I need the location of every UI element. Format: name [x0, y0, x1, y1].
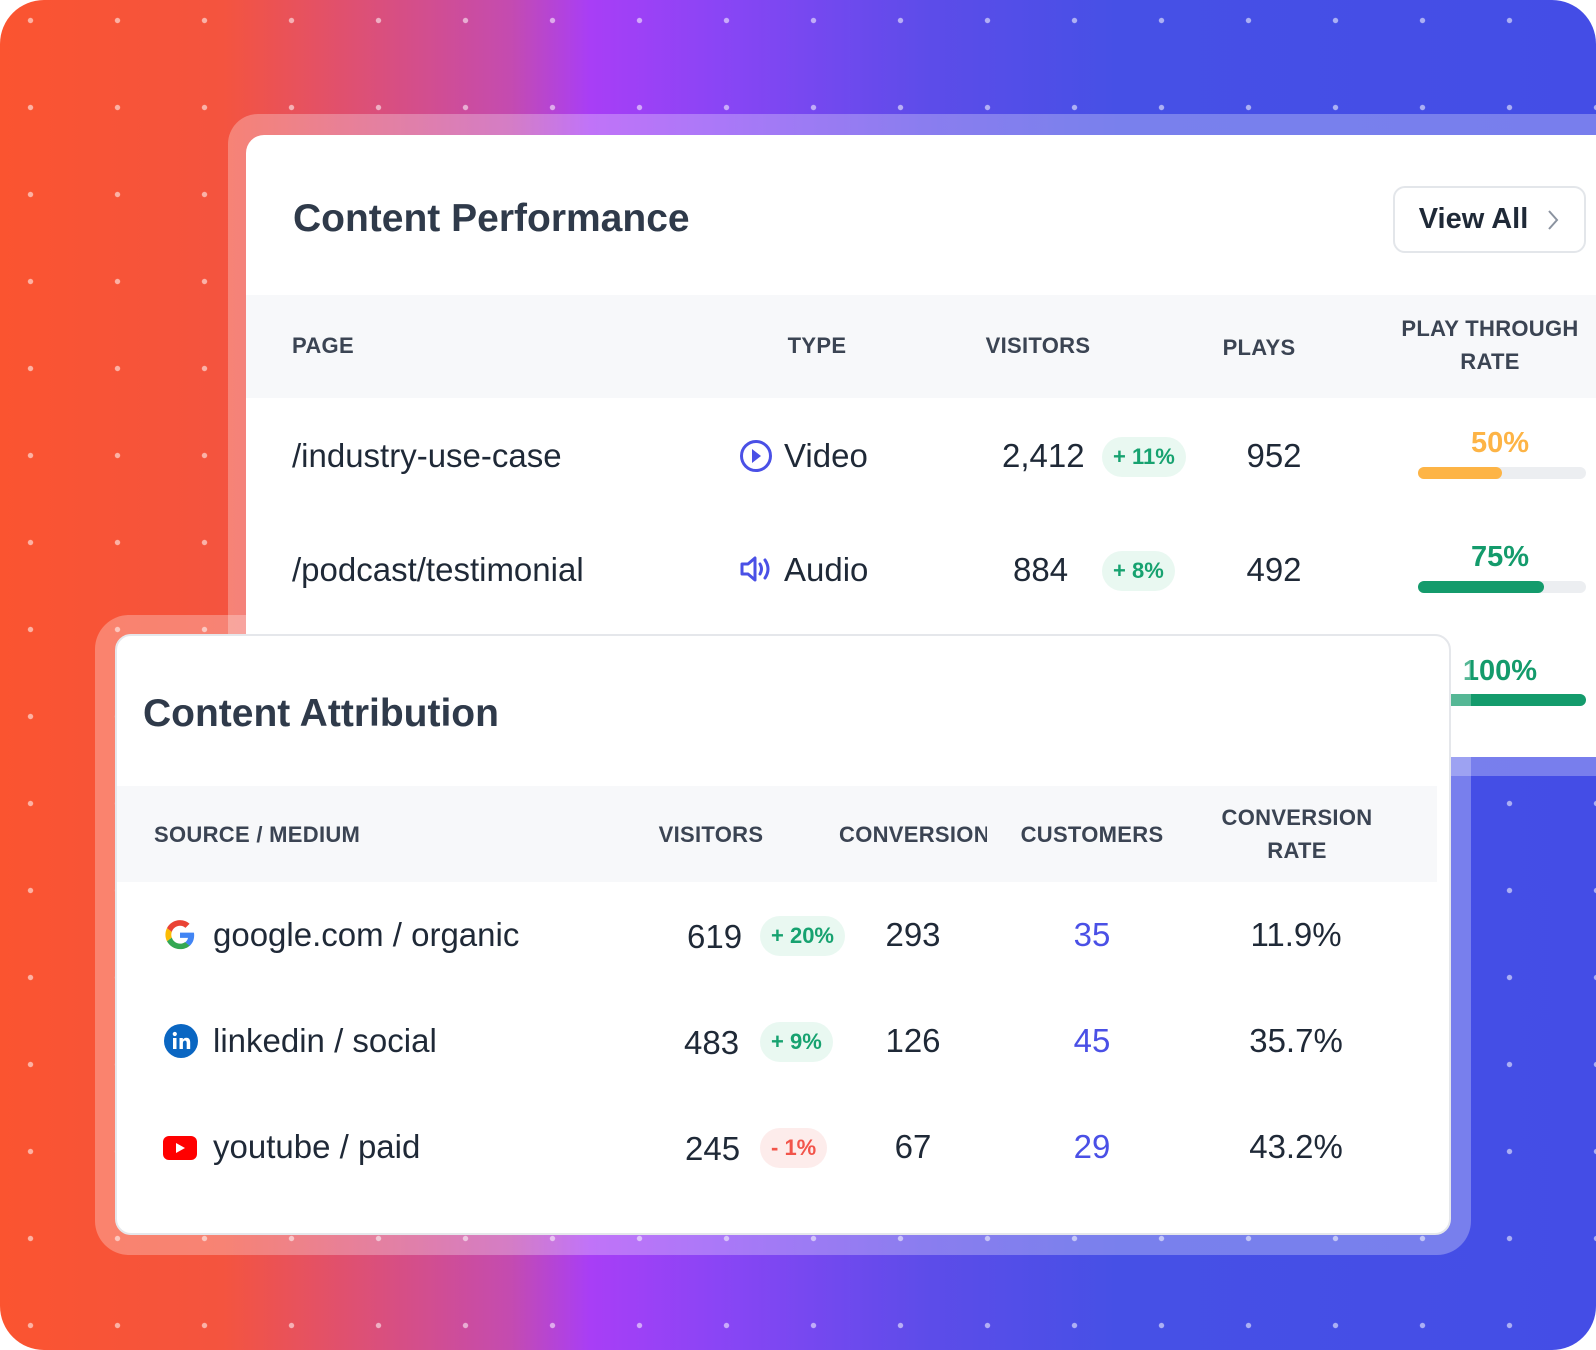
page-path[interactable]: /podcast/testimonial — [292, 551, 584, 588]
col-conversion-rate: CONVERSION RATE — [1221, 805, 1373, 863]
plays: 492 — [1246, 551, 1302, 588]
col-play-through-rate: PLAY THROUGH RATE — [1401, 316, 1579, 374]
content-type: Audio — [784, 551, 869, 588]
table-header: PAGE TYPE VISITORS PLAYS PLAY THROUGH RA… — [246, 295, 1596, 398]
progress-bar — [1418, 467, 1586, 479]
source-medium[interactable]: google.com / organic — [213, 916, 520, 953]
play-through-rate: 75% — [1470, 541, 1530, 573]
col-type: TYPE — [787, 333, 847, 358]
progress-bar — [1418, 581, 1586, 593]
col-visitors: VISITORS — [985, 333, 1091, 358]
customers[interactable]: 29 — [1073, 1128, 1111, 1165]
progress-fill — [1418, 694, 1586, 706]
customers[interactable]: 35 — [1073, 916, 1111, 953]
play-through-rate: 100% — [1462, 655, 1538, 687]
table-header: SOURCE / MEDIUM VISITORS CONVERSION CUST… — [117, 786, 1437, 882]
source-medium[interactable]: linkedin / social — [213, 1022, 437, 1059]
col-plays: PLAYS — [1222, 335, 1296, 360]
visitors: 619 — [687, 918, 743, 955]
speaker-icon — [740, 556, 770, 582]
change-badge: + 9% — [760, 1022, 833, 1062]
visitors: 884 — [1013, 551, 1069, 588]
visitors: 483 — [684, 1024, 740, 1061]
progress-fill — [1418, 581, 1544, 593]
plays: 952 — [1246, 437, 1302, 474]
conversion: 293 — [885, 916, 941, 953]
chevron-right-icon — [1548, 209, 1559, 230]
conversion: 67 — [894, 1128, 932, 1165]
content-type: Video — [784, 437, 868, 474]
source-medium[interactable]: youtube / paid — [213, 1128, 421, 1165]
change-badge: + 8% — [1102, 551, 1175, 591]
view-all-button[interactable]: View All — [1393, 186, 1586, 253]
youtube-icon — [163, 1136, 197, 1160]
conversion-rate: 35.7% — [1249, 1022, 1343, 1059]
google-icon — [165, 920, 195, 950]
customers[interactable]: 45 — [1073, 1022, 1111, 1059]
col-customers: CUSTOMERS — [1020, 822, 1164, 847]
change-badge: + 20% — [760, 916, 845, 956]
view-all-label: View All — [1418, 203, 1529, 235]
page-title: Content Performance — [293, 197, 690, 240]
visitors: 2,412 — [1002, 437, 1085, 474]
change-badge: + 11% — [1102, 437, 1186, 477]
conversion-rate: 11.9% — [1250, 916, 1342, 953]
linkedin-icon — [164, 1024, 198, 1058]
conversion: 126 — [885, 1022, 941, 1059]
change-badge: - 1% — [760, 1128, 828, 1168]
play-through-rate: 50% — [1470, 427, 1530, 459]
conversion-rate: 43.2% — [1249, 1128, 1343, 1165]
page-path[interactable]: /industry-use-case — [292, 437, 562, 474]
play-circle-icon — [740, 440, 772, 472]
progress-fill — [1418, 467, 1502, 479]
section-title: Content Attribution — [143, 692, 499, 735]
col-page: PAGE — [292, 333, 354, 358]
col-source-medium: SOURCE / MEDIUM — [154, 822, 361, 847]
progress-bar — [1418, 694, 1586, 706]
visitors: 245 — [685, 1130, 741, 1167]
col-conversion: CONVERSION — [839, 822, 987, 847]
col-visitors: VISITORS — [658, 822, 764, 847]
content-attribution-card: Content Attribution SOURCE / MEDIUM VISI… — [115, 634, 1451, 1235]
